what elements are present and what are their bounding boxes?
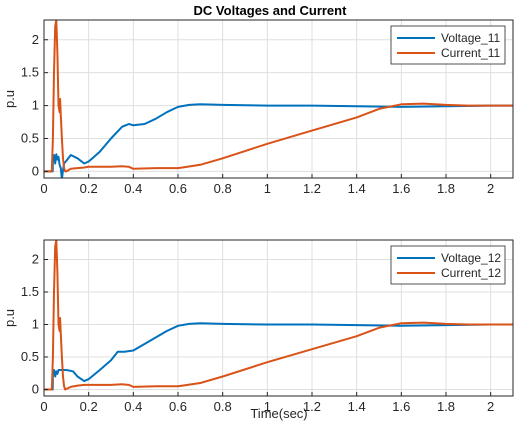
series-line-voltage-12: [44, 322, 513, 391]
x-tick-label: 0.2: [80, 399, 98, 414]
top-chart-panel: 0 0.2 0.4 0.6 0.8 1 1.2 1.4 1.6 1.8 2 0 0.5 1 1.5 2 p.u V…: [2, 19, 514, 196]
series-line-current-12: [44, 240, 513, 391]
x-tick-label: 0: [40, 399, 47, 414]
legend-label: Current_11: [441, 46, 500, 60]
legend-box: [390, 245, 506, 285]
bottom-chart-panel: 0 0.2 0.4 0.6 0.8 1 1.2 1.4 1.6 1.8 2 0 0.5 1 1.5 2 p.u V…: [2, 239, 514, 414]
x-tick-label: 0.4: [124, 181, 142, 196]
x-tick-label: 1.2: [303, 399, 321, 414]
y-tick-label: 1.5: [21, 65, 39, 80]
legend-label: Current_12: [441, 266, 501, 280]
y-tick-label: 2: [32, 32, 39, 47]
x-tick-label: 1.6: [392, 181, 410, 196]
x-tick-label: 0.8: [214, 181, 232, 196]
x-tick-label: 0.4: [124, 399, 142, 414]
y-tick-label: 0.5: [21, 349, 39, 364]
x-tick-label: 2: [487, 399, 494, 414]
x-tick-label: 2: [487, 181, 494, 196]
series-line-voltage-11: [44, 103, 513, 178]
x-tick-label: 0.2: [80, 181, 98, 196]
chart-title: DC Voltages and Current: [194, 3, 348, 18]
x-tick-label: 1.4: [348, 399, 366, 414]
x-tick-label: 0: [40, 181, 47, 196]
legend-label: Voltage_11: [441, 31, 500, 45]
axes-box: [43, 239, 514, 397]
y-tick-label: 1: [32, 317, 39, 332]
axes-box: [43, 19, 514, 179]
x-tick-label: 1: [264, 399, 271, 414]
x-tick-label: 0.6: [169, 399, 187, 414]
x-tick-label: 1.2: [303, 181, 321, 196]
y-tick-label: 1: [32, 98, 39, 113]
series-line-current-11: [44, 20, 513, 173]
legend-label: Voltage_12: [441, 251, 501, 265]
y-axis-label: p.u: [2, 90, 17, 108]
x-tick-label: 1.6: [392, 399, 410, 414]
y-tick-label: 0.5: [21, 131, 39, 146]
legend-box: [390, 25, 506, 65]
x-tick-label: 1.4: [348, 181, 366, 196]
x-tick-label: 0.6: [169, 181, 187, 196]
x-axis-label: Time(sec): [250, 406, 307, 421]
x-tick-label: 0.8: [214, 399, 232, 414]
y-tick-label: 2: [32, 252, 39, 267]
x-tick-label: 1.8: [437, 181, 455, 196]
y-axis-label: p.u: [2, 309, 17, 327]
y-tick-label: 1.5: [21, 284, 39, 299]
x-tick-label: 1: [264, 181, 271, 196]
y-tick-label: 0: [32, 382, 39, 397]
y-tick-label: 0: [32, 163, 39, 178]
x-tick-label: 1.8: [437, 399, 455, 414]
